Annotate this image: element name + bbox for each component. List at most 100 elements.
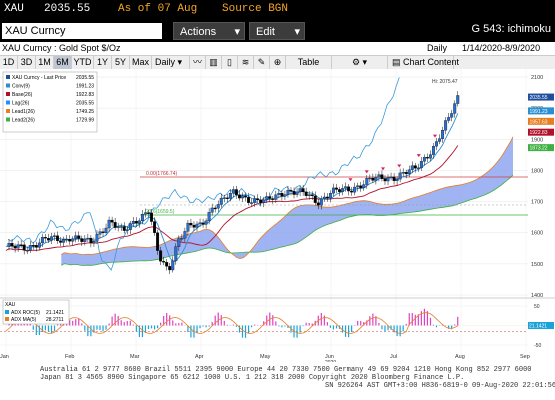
candle-body	[416, 167, 420, 169]
candle-body	[298, 188, 302, 193]
candle-body	[262, 199, 266, 203]
y-tick-label: 1400	[531, 293, 543, 299]
candle-body	[453, 103, 457, 114]
period-ytd[interactable]: YTD	[72, 56, 94, 69]
bar-chart-icon[interactable]: ▥	[206, 56, 222, 69]
adx-ma-name: ADX MA(5)	[11, 317, 37, 323]
candle-body	[50, 236, 53, 241]
candle-body	[134, 221, 138, 224]
lower-tick-label: 50	[534, 304, 540, 310]
candle-body	[234, 189, 238, 195]
chart-content-label: Chart Content	[403, 57, 460, 67]
candle-body	[74, 235, 78, 239]
legend-swatch	[6, 100, 10, 105]
price-tag-label: 1873.22	[530, 146, 548, 152]
period-1m[interactable]: 1M	[36, 56, 54, 69]
candle-body	[316, 202, 320, 206]
candle-body	[122, 226, 126, 231]
edit-menu[interactable]: Edit ▾	[249, 22, 305, 40]
legend-bg	[2, 71, 98, 133]
period-5y[interactable]: 5Y	[112, 56, 130, 69]
candle-body	[328, 193, 332, 199]
signal-markers	[348, 134, 437, 182]
draw-icon[interactable]: ✎	[254, 56, 270, 69]
candle-body	[116, 226, 120, 228]
candle-body	[435, 141, 438, 147]
candle-body	[198, 222, 202, 225]
lower-tag-value: 21.1421	[529, 324, 547, 330]
adx-panel: 500-50	[0, 304, 541, 349]
footer: Australia 61 2 9777 8600 Brazil 5511 239…	[0, 364, 555, 400]
chevron-down-icon: ▾	[175, 57, 183, 67]
candle-body	[68, 239, 72, 242]
table-button[interactable]: Table	[286, 56, 332, 69]
candle-body	[107, 219, 111, 229]
candle-body	[171, 260, 175, 271]
candle-body	[89, 237, 93, 244]
period-max[interactable]: Max	[130, 56, 152, 69]
candle-body	[307, 194, 311, 196]
adx-ma-line	[5, 312, 459, 334]
candle-body	[95, 234, 99, 242]
price-tags: 2035.55 1991.23 1957.63 1922.83 1873.22	[528, 93, 554, 152]
menu-bar: XAU Curncy Actions ▾ Edit ▾ G 543: ichim…	[0, 20, 555, 42]
candle-body	[253, 198, 257, 203]
candle-chart-icon[interactable]: ▯	[222, 56, 238, 69]
candle-body	[231, 189, 235, 194]
candle-body	[228, 193, 232, 199]
candle-body	[37, 242, 41, 248]
candle-body	[398, 172, 402, 180]
lower-tag	[528, 322, 554, 329]
candle-body	[392, 176, 396, 181]
candle-body	[92, 241, 96, 244]
candle-body	[207, 212, 211, 222]
price-tag	[528, 117, 554, 125]
period-1d[interactable]: 1D	[0, 56, 18, 69]
x-tick-label: Apr	[195, 354, 204, 360]
x-tick-label: Jan	[0, 354, 9, 360]
y-axis-bg	[528, 69, 555, 297]
candle-body	[310, 194, 314, 197]
period-3d[interactable]: 3D	[18, 56, 36, 69]
candle-body	[371, 177, 375, 181]
adx-roc-name: ADX ROC(5)	[11, 310, 40, 316]
candle-body	[395, 178, 399, 181]
legend-swatch	[6, 75, 10, 79]
chart-area[interactable]: 0.00(1766.74) 23.6(1659.5) Hi: 2075.47 X…	[0, 69, 555, 366]
candle-body	[110, 219, 114, 223]
legend-value: 2035.55	[76, 101, 94, 107]
candle-body	[344, 186, 348, 189]
candle-body	[219, 197, 223, 205]
period-1y[interactable]: 1Y	[94, 56, 112, 69]
last-price: 2035.55	[44, 3, 91, 15]
x-tick-label: Aug	[455, 354, 465, 360]
candle-body	[34, 245, 38, 248]
zoom-icon[interactable]: ⊕	[270, 56, 286, 69]
candle-body	[377, 174, 381, 178]
footer-line-3: SN 926264 AST GMT+3:00 H836-6819-0 09-Au…	[325, 382, 555, 390]
lower-tick-label: -50	[534, 343, 541, 349]
chart-content-button[interactable]: ▤ Chart Content	[388, 56, 459, 69]
candle-body	[265, 196, 269, 200]
legend-value: 1922.83	[76, 92, 94, 98]
actions-menu[interactable]: Actions ▾	[173, 22, 245, 40]
security-field[interactable]: XAU Curncy	[2, 23, 162, 39]
date-range[interactable]: 1/14/2020-8/9/2020	[462, 43, 541, 53]
frequency-select[interactable]: Daily ▾	[152, 56, 190, 69]
candle-body	[22, 244, 26, 251]
candle-body	[40, 237, 44, 244]
candle-body	[56, 235, 59, 241]
price-tag	[528, 107, 554, 115]
candle-body	[137, 220, 141, 224]
period-6m[interactable]: 6M	[54, 56, 72, 69]
line-chart-icon[interactable]: 〰	[190, 56, 206, 69]
chart-svg[interactable]: 0.00(1766.74) 23.6(1659.5) Hi: 2075.47 X…	[0, 69, 555, 366]
sell-marker-icon	[397, 164, 402, 168]
candle-body	[186, 222, 190, 232]
settings-icon[interactable]: ⚙ ▾	[332, 56, 388, 69]
candle-body	[419, 161, 423, 168]
adx-ma-value: 28.2711	[46, 317, 64, 323]
candle-body	[71, 238, 75, 242]
indicator-icon[interactable]: ≋	[238, 56, 254, 69]
adx-ma-swatch	[5, 317, 9, 321]
